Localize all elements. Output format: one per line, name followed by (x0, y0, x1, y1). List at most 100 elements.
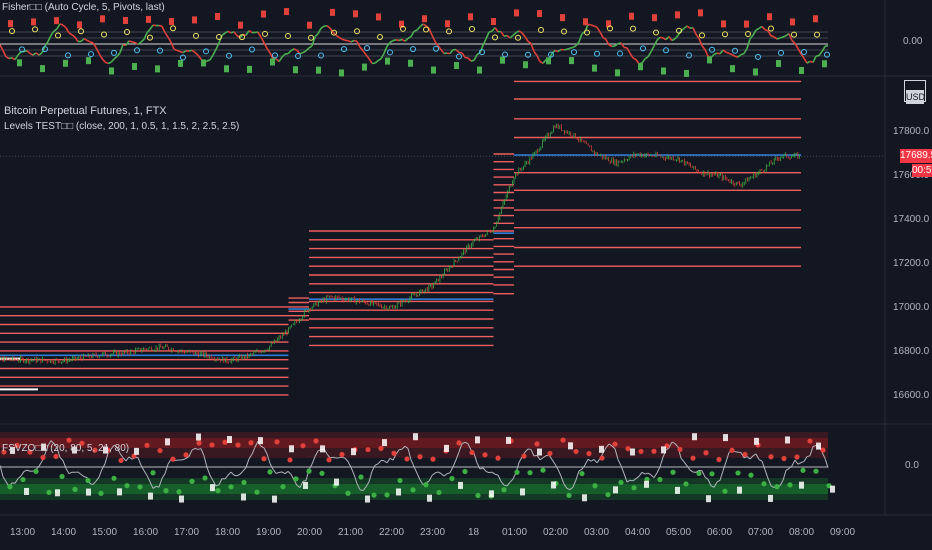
fisher-pivot (755, 53, 761, 60)
fsvzo-sell-dot (339, 451, 345, 458)
fsvzo-sell-dot (781, 455, 787, 462)
fsvzo-buy-dot (176, 489, 182, 495)
fsvzo-signal-marker (72, 446, 77, 454)
fisher-top-marker (215, 13, 220, 21)
fsvzo-segment (497, 474, 502, 482)
fisher-top-marker (537, 10, 542, 18)
fisher-segment (506, 34, 511, 39)
fisher-segment (623, 46, 628, 49)
fisher-segment (608, 44, 613, 48)
fisher-segment (392, 39, 397, 42)
fsvzo-segment (800, 460, 805, 464)
fisher-segment (317, 27, 322, 35)
fisher-segment (320, 25, 325, 29)
fisher-segment (809, 60, 814, 64)
fisher-axis-value: 0.00 (903, 36, 923, 47)
fisher-bottom-marker (224, 65, 229, 73)
fsvzo-segment (473, 453, 478, 463)
fsvzo-segment (716, 479, 721, 483)
fsvzo-buy-dot (670, 469, 676, 475)
fsvzo-segment (635, 475, 640, 480)
fisher-segment (344, 39, 349, 42)
fsvzo-segment (491, 471, 496, 475)
price-label: 17000.0 (893, 302, 930, 313)
fisher-segment (662, 37, 667, 41)
fisher-segment (602, 36, 607, 41)
fsvzo-signal-marker (334, 478, 339, 486)
fisher-segment (221, 32, 226, 37)
fsvzo-segment (326, 453, 331, 459)
fisher-segment (173, 48, 178, 52)
fsvzo-buy-dot (800, 467, 806, 473)
fsvzo-segment (182, 457, 187, 461)
fsvzo-oscillator (0, 432, 835, 503)
fisher-pivot (538, 26, 544, 33)
fisher-segment (740, 52, 745, 56)
fsvzo-signal-marker (830, 485, 835, 493)
fsvzo-sell-dot (430, 456, 436, 462)
symbol-title[interactable]: Bitcoin Perpetual Futures, 1, FTX (4, 105, 167, 117)
fsvzo-buy-dot (7, 484, 13, 490)
fsvzo-buy-dot (410, 487, 416, 493)
fisher-segment (725, 51, 730, 55)
fsvzo-segment (62, 460, 67, 469)
fisher-segment (68, 32, 73, 36)
fsvzo-segment (344, 457, 349, 462)
fisher-segment (92, 42, 97, 49)
fsvzo-sell-dot (651, 448, 657, 454)
fisher-top-marker (353, 10, 358, 18)
fsvzo-segment (50, 440, 55, 444)
fsvzo-axis-value: 0.0 (905, 460, 919, 471)
fsvzo-segment (689, 469, 694, 473)
fisher-segment (65, 27, 70, 34)
fisher-segment (356, 41, 361, 48)
fisher-segment (215, 42, 220, 50)
fsvzo-segment (725, 452, 730, 463)
fisher-bottom-marker (753, 68, 758, 76)
fsvzo-segment (743, 456, 748, 459)
fsvzo-signal-marker (148, 492, 153, 500)
fisher-segment (416, 26, 421, 31)
fisher-segment (449, 49, 454, 55)
fisher-segment (656, 36, 661, 41)
fisher-segment (692, 27, 697, 35)
fsvzo-segment (584, 459, 589, 466)
fsvzo-segment (197, 448, 202, 450)
fsvzo-segment (428, 475, 433, 482)
levels-indicator-title[interactable]: Levels TEST□□ (close, 200, 1, 0.5, 1, 1.… (4, 121, 240, 132)
time-label: 09:00 (830, 527, 856, 538)
fsvzo-segment (263, 447, 268, 455)
fsvzo-buy-dot (423, 482, 429, 488)
fisher-segment (107, 61, 112, 65)
fsvzo-segment (359, 489, 364, 492)
fisher-segment (467, 57, 472, 62)
fsvzo-sell-dot (222, 439, 228, 445)
fsvzo-buy-dot (449, 476, 455, 482)
fisher-top-marker (491, 18, 496, 26)
fisher-segment (401, 38, 406, 42)
fisher-pivot (548, 51, 554, 58)
fisher-segment (617, 42, 622, 45)
fsvzo-segment (26, 469, 31, 472)
fsvzo-sell-dot (534, 441, 540, 447)
fisher-segment (599, 31, 604, 38)
fsvzo-sell-dot (66, 437, 72, 443)
fsvzo-segment (248, 453, 253, 460)
price-label: 16800.0 (893, 346, 930, 357)
fsvzo-segment (569, 486, 574, 491)
fsvzo-segment (338, 456, 343, 459)
fisher-segment (524, 36, 529, 42)
fisher-segment (326, 25, 331, 29)
fisher-segment (71, 34, 76, 38)
fsvzo-buy-dot (709, 471, 715, 477)
fsvzo-buy-dot (657, 476, 663, 483)
fsvzo-sell-dot (560, 437, 566, 443)
fisher-bottom-marker (799, 66, 804, 74)
fisher-segment (566, 47, 571, 50)
fsvzo-segment (542, 455, 547, 459)
fsvzo-sell-dot (729, 447, 735, 453)
fsvzo-signal-marker (692, 433, 697, 441)
fisher-segment (188, 49, 193, 52)
fsvzo-signal-marker (768, 494, 773, 502)
